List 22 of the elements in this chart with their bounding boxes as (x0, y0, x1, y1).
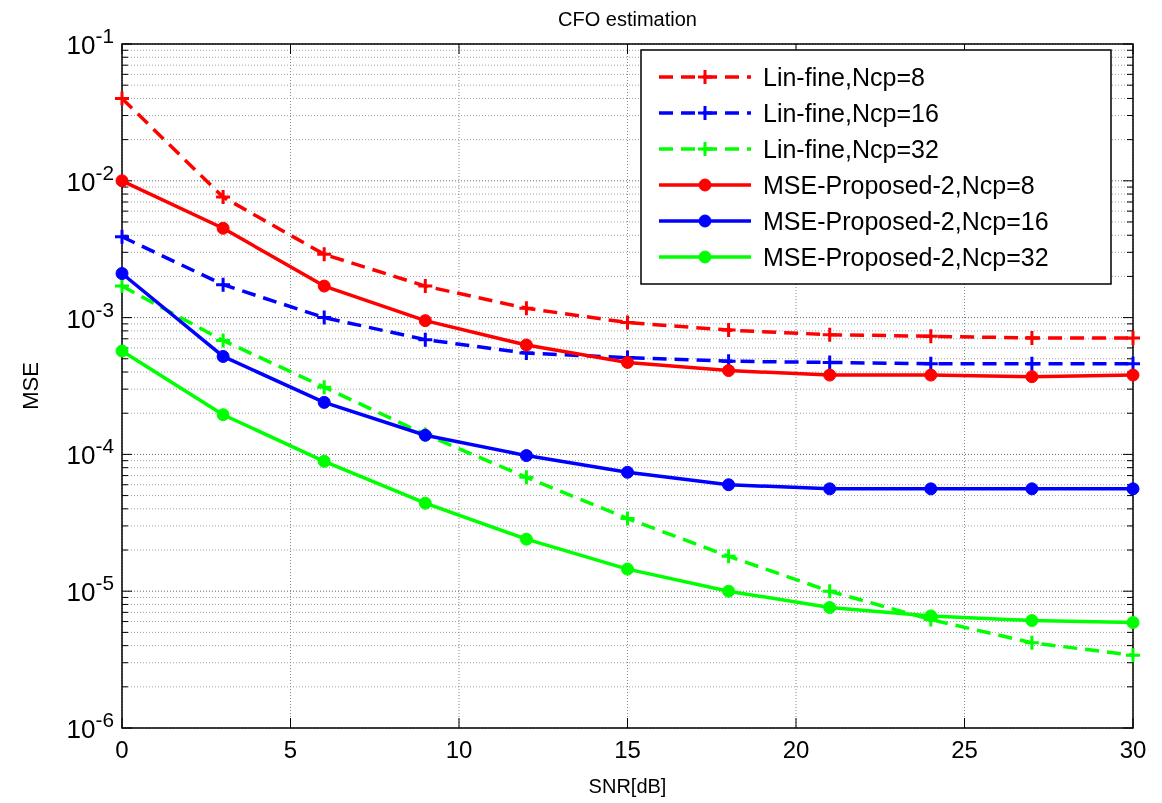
x-tick-label: 10 (445, 736, 473, 763)
x-axis-title: SNR[dB] (588, 775, 667, 797)
x-tick-label: 15 (614, 736, 641, 763)
x-tick-label: 5 (283, 736, 298, 763)
y-tick-label: 10$^{-1}$ (66, 23, 114, 60)
x-tick-label: 30 (1119, 736, 1147, 763)
legend-label: MSE-Proposed-2,Ncp=16 (763, 207, 1049, 235)
legend-label: Lin-fine,Ncp=8 (763, 63, 925, 91)
legend-label: Lin-fine,Ncp=16 (763, 99, 939, 127)
x-tick-label: 25 (951, 736, 978, 763)
y-tick-label: 10$^{-5}$ (66, 570, 114, 608)
y-tick-label: 10$^{-6}$ (66, 707, 114, 744)
legend-label: Lin-fine,Ncp=32 (763, 135, 939, 163)
legend-label: MSE-Proposed-2,Ncp=8 (763, 171, 1035, 199)
y-tick-label: 10$^{-4}$ (66, 433, 114, 471)
y-tick-label: 10$^{-3}$ (66, 297, 114, 334)
x-tick-label: 0 (115, 736, 129, 763)
legend-label: MSE-Proposed-2,Ncp=32 (763, 243, 1049, 271)
y-axis-title: MSE (18, 362, 43, 410)
x-tick-label: 20 (782, 736, 810, 763)
y-tick-label: 10$^{-2}$ (66, 160, 114, 197)
chart-title: CFO estimation (558, 8, 697, 30)
